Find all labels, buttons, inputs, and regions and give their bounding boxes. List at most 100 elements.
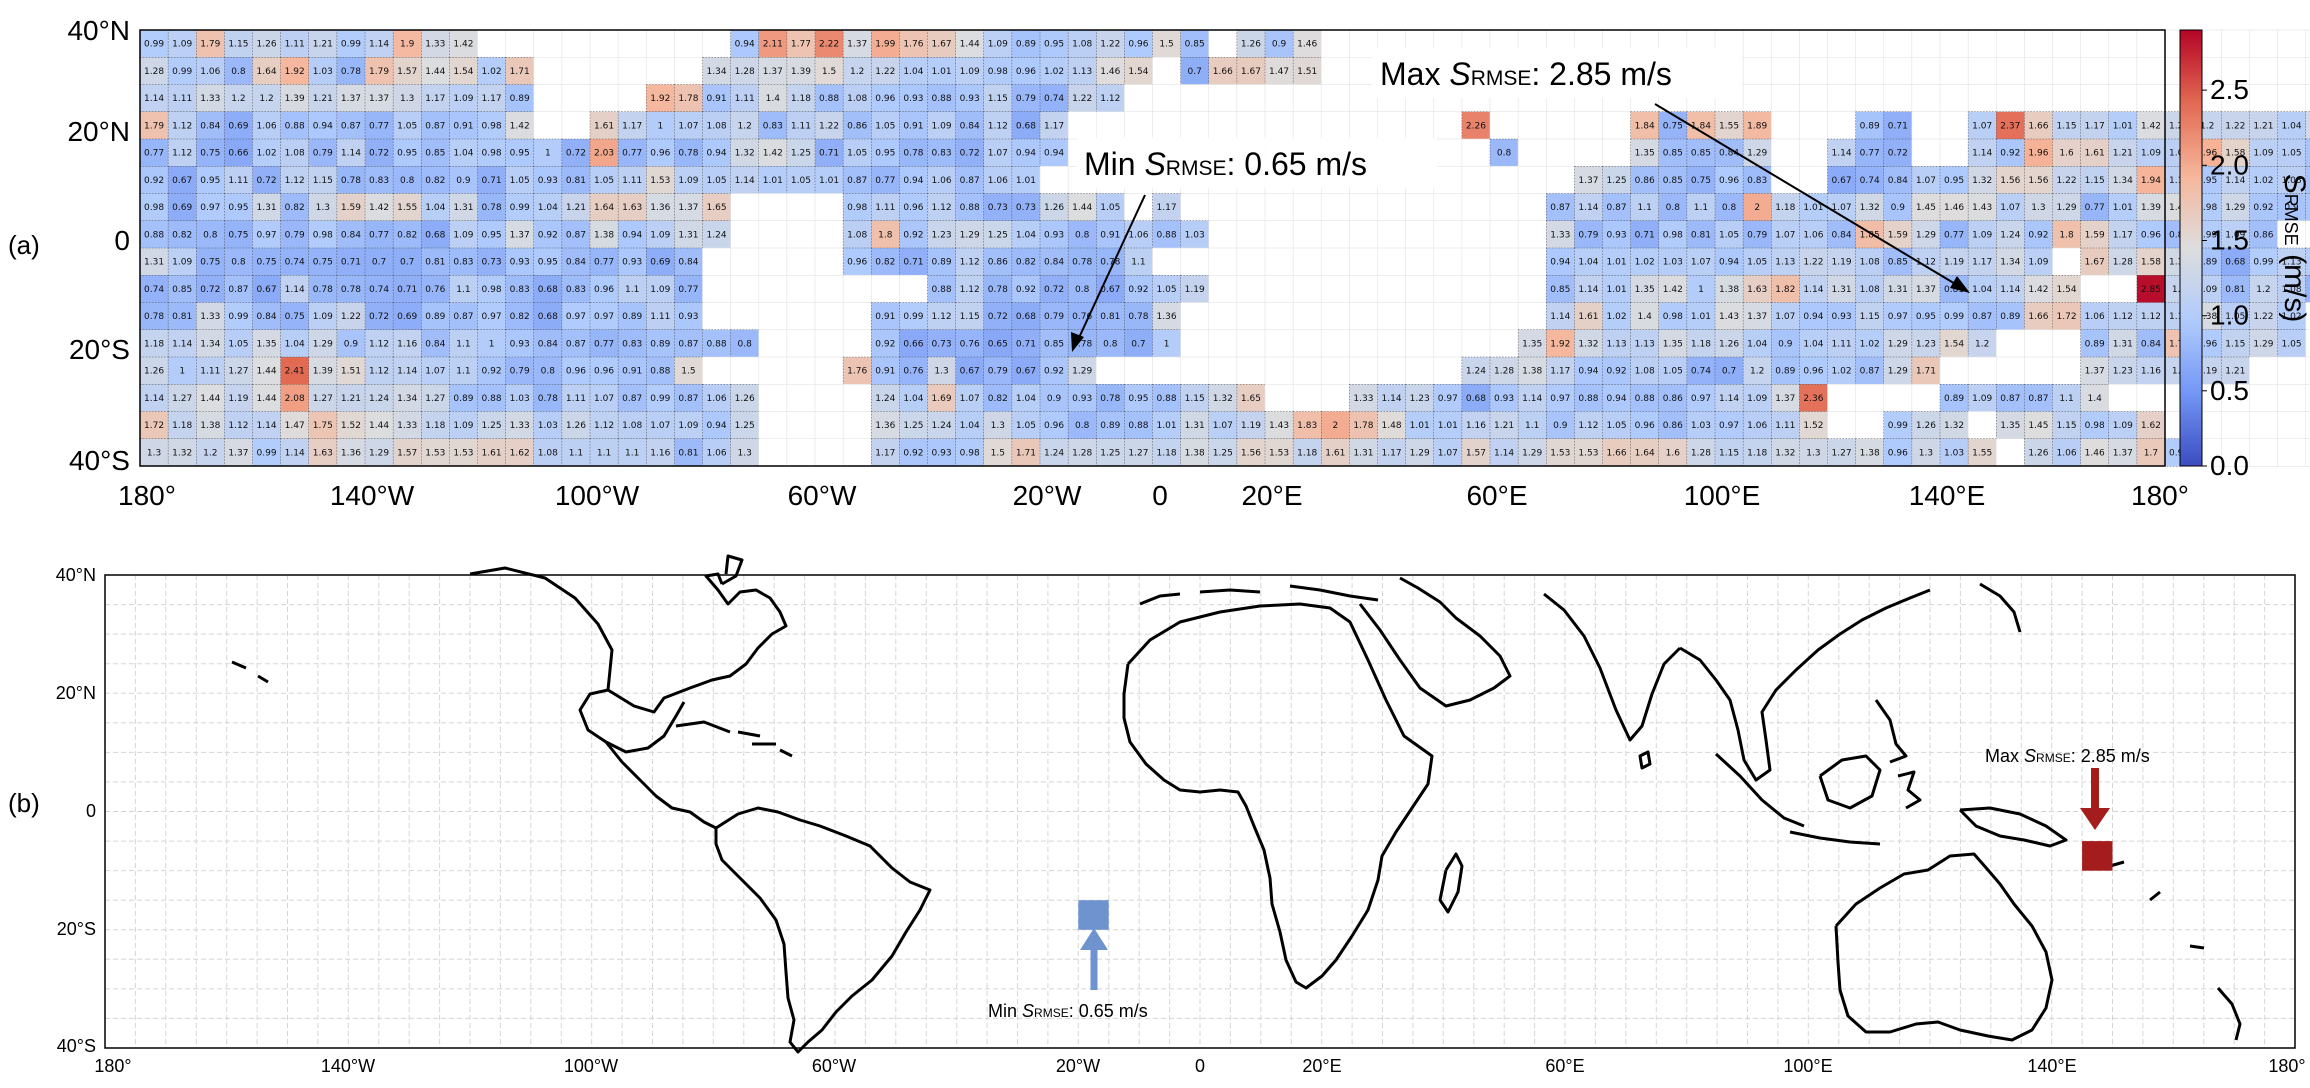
heatmap-cell-value: 1.05 bbox=[1100, 203, 1120, 213]
heatmap-cell-value: 0.7 bbox=[1188, 67, 1202, 77]
heatmap-cell-empty bbox=[2052, 84, 2082, 113]
heatmap-cell-value: 0.92 bbox=[482, 367, 502, 377]
heatmap-cell-value: 0.84 bbox=[200, 121, 220, 131]
heatmap-cell-value: 0.93 bbox=[1494, 394, 1514, 404]
heatmap-cell-value: 0.92 bbox=[1016, 285, 1036, 295]
heatmap-cell-value: 1.4 bbox=[766, 94, 781, 104]
heatmap-cell-value: 1.14 bbox=[1719, 394, 1739, 404]
heatmap-cell-value: 1.05 bbox=[510, 176, 530, 186]
heatmap-cell-value: 1.54 bbox=[1944, 339, 1964, 349]
heatmap-cell bbox=[786, 57, 816, 86]
heatmap-cell-value: 1.06 bbox=[1803, 230, 1823, 240]
heatmap-cell-value: 0.92 bbox=[903, 448, 923, 458]
heatmap-cell-value: 1.09 bbox=[988, 40, 1008, 50]
new-zealand-coast bbox=[2216, 987, 2242, 1041]
heatmap-cell-value: 0.91 bbox=[903, 121, 923, 131]
heatmap-cell-value: 1.72 bbox=[2057, 312, 2077, 322]
heatmap-cell-value: 1.14 bbox=[1522, 394, 1542, 404]
heatmap-cell-value: 0.95 bbox=[510, 149, 530, 159]
heatmap-cell-value: 0.88 bbox=[1635, 394, 1655, 404]
new-guinea-coast bbox=[1958, 806, 2068, 848]
heatmap-cell-value: 0.8 bbox=[1722, 203, 1737, 213]
heatmap-cell-value: 1.12 bbox=[932, 312, 952, 322]
heatmap-cell-value: 1.44 bbox=[257, 367, 277, 377]
heatmap-cell-empty bbox=[1855, 383, 1885, 413]
heatmap-cell-value: 1.07 bbox=[650, 421, 670, 431]
heatmap-cell-value: 1.05 bbox=[2225, 312, 2245, 322]
heatmap-cell-value: 1.31 bbox=[1185, 421, 1205, 431]
heatmap-cell-empty bbox=[1770, 29, 1800, 58]
heatmap-cell-value: 0.86 bbox=[1663, 421, 1683, 431]
heatmap-cell-value: 1.06 bbox=[200, 67, 220, 77]
heatmap-cell-value: 1.31 bbox=[453, 203, 473, 213]
heatmap-cell-empty bbox=[1799, 111, 1829, 140]
heatmap-cell-value: 1.36 bbox=[1157, 312, 1177, 322]
heatmap-cell-empty bbox=[1574, 138, 1604, 167]
heatmap-cell-value: 1.14 bbox=[285, 285, 305, 295]
heatmap-cell bbox=[955, 302, 985, 331]
heatmap-cell-value: 0.88 bbox=[819, 94, 839, 104]
heatmap-cell-value: 1.02 bbox=[1860, 339, 1880, 349]
heatmap-cell-value: 1.89 bbox=[1747, 121, 1767, 131]
heatmap-cell bbox=[1855, 302, 1885, 331]
lon-tick-b-60w: 60°W bbox=[812, 1056, 856, 1076]
heatmap-cell-value: 1.57 bbox=[1466, 448, 1486, 458]
heatmap-cell-empty bbox=[1433, 329, 1463, 358]
heatmap-cell-value: 0.77 bbox=[622, 149, 642, 159]
heatmap-cell-value: 1.32 bbox=[2169, 258, 2189, 268]
heatmap-cell-value: 1.12 bbox=[369, 367, 389, 377]
heatmap-cell-empty bbox=[786, 383, 816, 413]
heatmap-cell-value: 0.74 bbox=[1044, 94, 1064, 104]
heatmap-cell bbox=[2305, 275, 2310, 304]
heatmap-cell-empty bbox=[786, 411, 816, 440]
heatmap-cell-empty bbox=[786, 356, 816, 385]
heatmap-cell-value: 1.24 bbox=[875, 394, 895, 404]
heatmap-cell-value: 1.22 bbox=[2057, 176, 2077, 186]
heatmap-cell-value: 0.79 bbox=[1747, 230, 1767, 240]
heatmap-cell-value: 0.88 bbox=[960, 203, 980, 213]
heatmap-cell-value: 0.93 bbox=[510, 258, 530, 268]
heatmap-cell-value: 1.33 bbox=[510, 421, 530, 431]
heatmap-cell-value: 1.42 bbox=[1663, 285, 1683, 295]
heatmap-cell-value: 1.06 bbox=[2085, 312, 2105, 322]
heatmap-cell-value: 1.12 bbox=[960, 258, 980, 268]
lon-tick-a-180w: 180° bbox=[118, 480, 176, 511]
heatmap-cell-value: 1.82 bbox=[1775, 285, 1795, 295]
heatmap-cell bbox=[2080, 247, 2110, 276]
heatmap-cell-value: 1.15 bbox=[988, 94, 1008, 104]
heatmap-cell-empty bbox=[814, 193, 844, 222]
heatmap-cell-empty bbox=[758, 438, 788, 467]
heatmap-cell-empty bbox=[870, 274, 900, 304]
heatmap-cell-value: 1.12 bbox=[172, 149, 192, 159]
heatmap-cell-empty bbox=[2249, 84, 2279, 113]
heatmap-cell-value: 1.1 bbox=[625, 448, 639, 458]
heatmap-cell-value: 1.04 bbox=[960, 421, 980, 431]
heatmap-cell-value: 1.6 bbox=[2059, 149, 2074, 159]
heatmap-cell-empty bbox=[1349, 329, 1379, 358]
heatmap-cell-value: 1.66 bbox=[1213, 67, 1233, 77]
heatmap-cell-value: 0.89 bbox=[510, 94, 530, 104]
heatmap-cell bbox=[2305, 193, 2310, 222]
heatmap-cell-empty bbox=[1433, 356, 1463, 385]
heatmap-cell-value: 0.67 bbox=[1016, 367, 1036, 377]
heatmap-cell-empty bbox=[1377, 356, 1407, 385]
heatmap-cell-empty bbox=[2108, 274, 2138, 304]
heatmap-cell-value: 1.5 bbox=[681, 367, 695, 377]
heatmap-cell bbox=[1911, 166, 1941, 195]
heatmap-cell bbox=[1742, 111, 1772, 140]
heatmap-cell-value: 1.14 bbox=[1382, 394, 1402, 404]
heatmap-cell-value: 1.05 bbox=[594, 176, 614, 186]
heatmap-cell-value: 2.11 bbox=[763, 40, 783, 50]
heatmap-cell-empty bbox=[2305, 411, 2310, 440]
heatmap-cell-value: 0.87 bbox=[566, 339, 586, 349]
heatmap-cell-value: 0.92 bbox=[144, 176, 164, 186]
heatmap-cell-value: 1.06 bbox=[707, 448, 727, 458]
heatmap-cell-value: 0.84 bbox=[566, 258, 586, 268]
panel-a-label: (a) bbox=[8, 230, 40, 260]
heatmap-cell-empty bbox=[1770, 165, 1800, 195]
heatmap-cell bbox=[730, 166, 760, 195]
heatmap-cell-value: 1.04 bbox=[1016, 230, 1036, 240]
heatmap-cell-value: 1.07 bbox=[1832, 203, 1852, 213]
heatmap-cell-value: 1.61 bbox=[1578, 312, 1598, 322]
heatmap-cell-empty bbox=[533, 29, 563, 58]
